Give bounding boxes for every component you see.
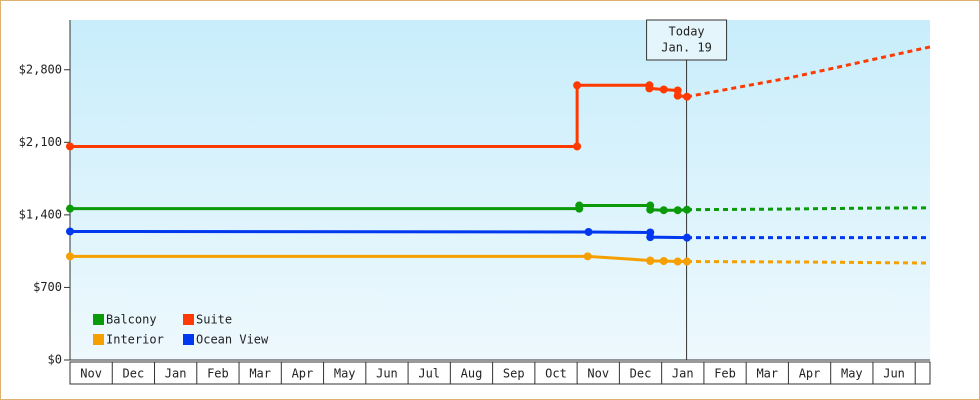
- x-tick-label: Oct: [545, 367, 567, 381]
- y-tick-label: $700: [33, 280, 62, 294]
- legend-label: Ocean View: [196, 333, 269, 347]
- x-tick-label: Jun: [376, 367, 398, 381]
- x-tick-label: May: [841, 367, 863, 381]
- price-point: [673, 257, 682, 266]
- price-point: [659, 206, 668, 215]
- legend-label: Interior: [106, 333, 164, 347]
- x-tick-label: Apr: [292, 367, 314, 381]
- x-tick-label: Dec: [123, 367, 145, 381]
- today-box: [646, 19, 728, 61]
- price-point: [673, 206, 682, 215]
- price-point: [66, 252, 74, 261]
- x-tick-label: Apr: [799, 367, 821, 381]
- price-point: [683, 233, 692, 242]
- price-point: [573, 81, 582, 90]
- price-point: [673, 91, 682, 100]
- x-tick-label: Sep: [503, 367, 525, 381]
- price-point: [66, 142, 74, 151]
- legend-label: Suite: [196, 313, 232, 327]
- price-point: [573, 142, 582, 151]
- price-point: [584, 227, 593, 236]
- price-point: [575, 201, 584, 210]
- legend-swatch: [183, 334, 194, 345]
- x-tick-label: Jan: [165, 367, 187, 381]
- legend-label: Balcony: [106, 313, 157, 327]
- today-label: Jan. 19: [661, 41, 712, 55]
- legend-swatch: [93, 314, 104, 325]
- price-point: [659, 85, 668, 94]
- x-tick-label: Nov: [587, 367, 609, 381]
- price-point: [683, 92, 692, 101]
- y-tick-label: $2,800: [19, 62, 62, 76]
- x-tick-label: May: [334, 367, 356, 381]
- price-point: [646, 257, 655, 266]
- x-tick-label: Jan: [672, 367, 694, 381]
- x-tick-label: Mar: [756, 367, 778, 381]
- price-point: [645, 84, 654, 93]
- forecast-line: [686, 260, 931, 265]
- x-axis-band: [69, 361, 931, 385]
- price-point: [646, 205, 655, 214]
- x-tick-label: Dec: [630, 367, 652, 381]
- plot-area: [70, 20, 930, 360]
- x-tick-label: Mar: [249, 367, 271, 381]
- x-tick-label: Aug: [461, 367, 483, 381]
- y-tick-label: $1,400: [19, 207, 62, 221]
- price-point: [646, 233, 655, 242]
- y-tick-label: $0: [48, 353, 62, 367]
- price-point: [683, 257, 692, 266]
- price-point: [683, 205, 692, 214]
- forecast-line: [686, 45, 931, 99]
- legend-swatch: [93, 334, 104, 345]
- x-tick-label: Feb: [207, 367, 229, 381]
- x-tick-label: Jun: [883, 367, 905, 381]
- x-tick-label: Nov: [80, 367, 102, 381]
- today-label: Today: [669, 25, 705, 39]
- price-point: [66, 227, 74, 236]
- price-point: [659, 257, 668, 266]
- price-point: [66, 204, 74, 213]
- x-tick-label: Jul: [418, 367, 440, 381]
- x-tick-label: Feb: [714, 367, 736, 381]
- legend-swatch: [183, 314, 194, 325]
- price-point: [583, 252, 592, 261]
- y-tick-label: $2,100: [19, 135, 62, 149]
